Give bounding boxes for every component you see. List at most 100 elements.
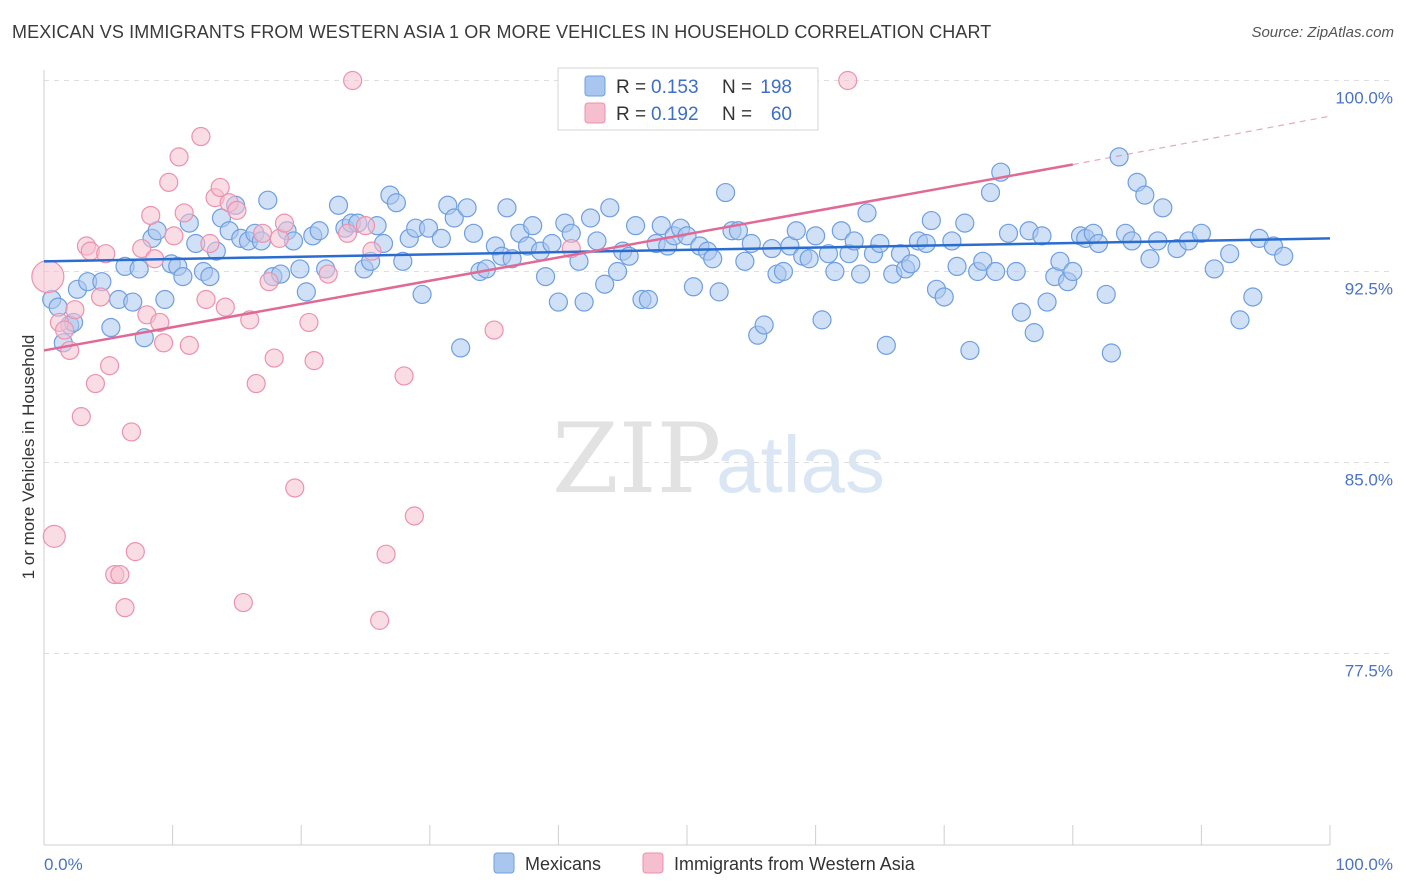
western-asia-point-59 [838,70,858,91]
trend-mexicans [43,237,1331,263]
mexicans-point-67 [497,198,517,218]
western-asia-point-25 [164,226,184,246]
western-asia-point-46 [299,312,319,333]
mexicans-point-55 [412,284,432,305]
mexicans-point-176 [1243,287,1263,307]
western-asia-point-52 [362,241,382,261]
mexicans-point-172 [1191,223,1212,243]
grid-lines [44,80,1392,654]
mexicans-point-169 [1153,198,1173,218]
mexicans-point-151 [1037,292,1057,312]
y-tick-label-0: 100.0% [1335,89,1393,108]
western-asia-point-50 [343,70,363,91]
mexicans-point-145 [998,223,1019,243]
western-asia-point-41 [259,272,279,292]
mexicans-point-142 [980,182,1001,203]
mexicans-point-167 [1140,249,1160,269]
mexicans-point-81 [587,231,607,251]
mexicans-point-83 [600,198,620,218]
western-asia-point-44 [274,213,295,233]
y-tick-label-2: 85.0% [1345,471,1393,490]
western-asia-point-3 [54,320,75,340]
mexicans-point-121 [844,231,864,251]
mexicans-point-147 [1011,302,1031,322]
mexicans-point-110 [773,261,794,282]
mexicans-point-99 [703,249,723,269]
mexicans-point-37 [290,259,310,279]
mexicans-point-175 [1230,310,1250,330]
mexicans-point-130 [901,254,921,274]
mexicans-point-19 [173,266,193,287]
mexicans-point-119 [831,221,851,241]
series-western-asia-points [31,70,858,630]
axes [43,70,1331,846]
mexicans-point-56 [418,218,439,238]
western-asia-point-47 [304,351,324,371]
mexicans-point-59 [444,208,464,228]
mexicans-point-79 [574,292,594,312]
series-mexicans-points [42,147,1294,363]
mexicans-point-12 [129,259,149,279]
western-asia-point-48 [318,264,338,284]
mexicans-point-16 [155,289,175,310]
western-asia-point-23 [153,333,174,353]
western-asia-point-16 [121,422,142,442]
mexicans-point-38 [296,282,316,302]
western-asia-point-5 [65,300,85,320]
mexicans-point-153 [1050,251,1070,271]
mexicans-point-104 [735,251,755,271]
mexicans-point-84 [607,261,628,282]
legend-r-label-0: R = [616,77,646,98]
mexicans-point-96 [683,277,704,297]
mexicans-point-137 [947,256,967,277]
western-asia-point-12 [99,356,120,376]
mexicans-point-174 [1220,244,1240,264]
mexicans-point-161 [1101,343,1121,363]
mexicans-point-150 [1032,226,1052,246]
bottom-legend: Mexicans Immigrants from Western Asia [493,852,916,874]
western-asia-point-10 [90,287,111,307]
legend-swatch-mexicans [584,75,606,97]
mexicans-point-179 [1274,246,1294,266]
mexicans-point-73 [535,266,556,287]
mexicans-point-155 [1063,261,1083,282]
y-tick-labels: 100.0% 92.5% 85.0% 77.5% [1335,89,1393,681]
legend-r-label-1: R = [616,104,646,125]
y-tick-label-3: 77.5% [1345,662,1393,681]
mexicans-point-135 [934,287,954,307]
chart-title: MEXICAN VS IMMIGRANTS FROM WESTERN ASIA … [12,22,992,42]
western-asia-point-22 [150,312,170,333]
western-asia-point-39 [246,373,266,394]
legend-n-value-1: 60 [771,104,792,125]
mexicans-point-162 [1109,147,1129,167]
western-asia-point-55 [394,366,414,386]
western-asia-point-1 [42,524,66,548]
y-tick-label-1: 92.5% [1345,280,1393,299]
western-asia-point-42 [264,348,284,368]
mexicans-point-132 [916,233,936,254]
western-asia-point-37 [233,592,253,613]
western-asia-point-36 [227,200,247,220]
mexicans-point-87 [625,216,646,236]
western-asia-point-54 [376,544,396,564]
western-asia-point-34 [215,297,235,317]
mexicans-point-60 [451,338,471,358]
western-asia-point-57 [484,320,504,340]
bottom-legend-swatch-western-asia [642,852,664,874]
mexicans-point-100 [709,282,729,302]
mexicans-point-52 [393,251,413,271]
source-credit: Source: ZipAtlas.com [1251,24,1394,41]
mexicans-point-143 [986,261,1006,282]
x-tick-label-max: 100.0% [1335,855,1393,874]
mexicans-point-82 [595,274,615,294]
western-asia-point-53 [370,610,390,630]
western-asia-point-28 [179,335,199,355]
western-asia-point-49 [337,223,358,243]
mexicans-point-138 [955,213,975,233]
mexicans-point-115 [805,226,826,246]
mexicans-point-11 [123,292,143,312]
western-asia-point-0 [31,259,65,294]
mexicans-point-57 [431,228,451,248]
western-asia-point-30 [196,289,216,310]
